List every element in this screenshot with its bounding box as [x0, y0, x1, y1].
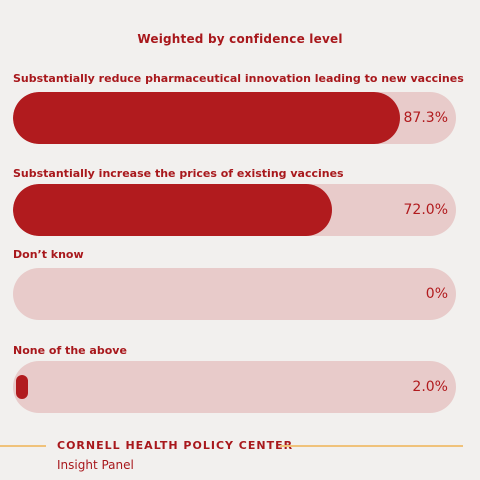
- footer-organization: CORNELL HEALTH POLICY CENTER: [57, 439, 294, 452]
- bar-label-reduce-innovation: Substantially reduce pharmaceutical inno…: [13, 72, 464, 85]
- bar-track-dont-know: 0%: [13, 268, 456, 320]
- bar-label-none-of-the-above: None of the above: [13, 344, 127, 357]
- value-label-reduce-innovation: 87.3%: [403, 110, 448, 126]
- chart-title: Weighted by confidence level: [137, 32, 343, 46]
- bar-track-increase-prices: 72.0%: [13, 184, 456, 236]
- bar-label-increase-prices: Substantially increase the prices of exi…: [13, 167, 344, 180]
- bar-reduce-innovation: [13, 92, 400, 144]
- value-label-increase-prices: 72.0%: [403, 202, 448, 218]
- bar-track-none-of-the-above: 2.0%: [13, 361, 456, 413]
- value-label-dont-know: 0%: [425, 286, 448, 302]
- bar-increase-prices: [13, 184, 332, 236]
- bar-track-reduce-innovation: 87.3%: [13, 92, 456, 144]
- bar-none-of-the-above: [16, 375, 28, 399]
- footer-subtitle: Insight Panel: [57, 458, 134, 472]
- value-label-none-of-the-above: 2.0%: [412, 379, 448, 395]
- footer-rule-left: [0, 445, 46, 447]
- bar-label-dont-know: Don’t know: [13, 248, 84, 261]
- footer-rule-right: [280, 445, 463, 447]
